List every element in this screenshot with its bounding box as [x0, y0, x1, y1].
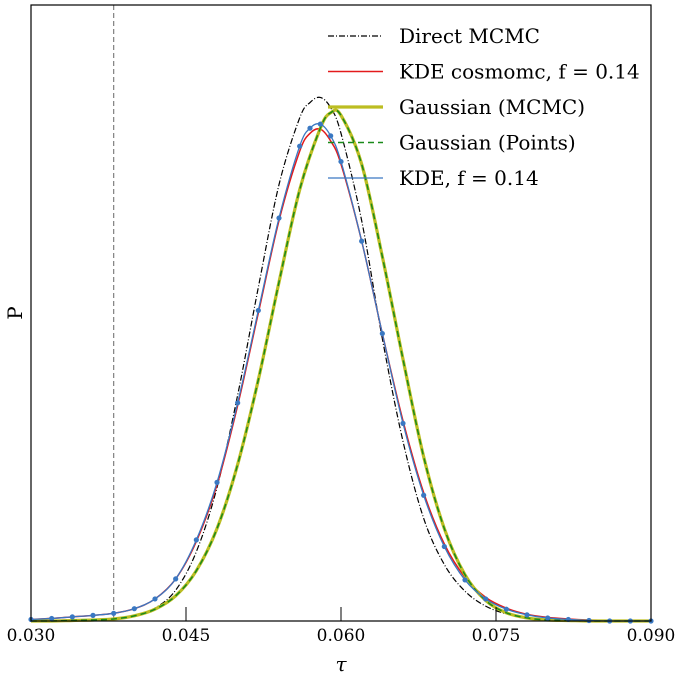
- kde-point: [152, 596, 158, 602]
- legend-label-gaussian-mcmc: Gaussian (MCMC): [399, 95, 585, 119]
- y-axis-label: P: [3, 306, 27, 319]
- kde-point: [276, 215, 282, 221]
- kde-point: [421, 492, 427, 498]
- kde-point: [69, 614, 75, 620]
- kde-point: [255, 307, 261, 314]
- x-tick-label: 0.030: [7, 626, 56, 646]
- kde-point: [503, 606, 509, 612]
- legend-label-kde-f-0-14: KDE, f = 0.14: [399, 166, 539, 190]
- kde-point: [338, 158, 344, 165]
- kde-point: [483, 596, 489, 602]
- legend-label-kde-cosmomc-f-0-14: KDE cosmomc, f = 0.14: [399, 60, 640, 84]
- kde-point: [545, 615, 551, 621]
- kde-point: [524, 612, 530, 618]
- kde-point: [297, 143, 303, 149]
- x-axis-ticks: 0.030 0.045 0.060 0.075 0.090: [7, 607, 676, 646]
- plot-area: [28, 5, 654, 624]
- kde-point: [441, 543, 447, 550]
- kde-point: [49, 615, 55, 622]
- kde-point: [193, 537, 199, 543]
- x-tick-label: 0.045: [162, 626, 211, 646]
- kde-point: [317, 121, 323, 127]
- kde-point: [307, 125, 313, 131]
- kde-point: [400, 420, 406, 426]
- kde-point: [111, 610, 117, 616]
- kde-point: [235, 400, 241, 406]
- kde-point: [173, 576, 179, 582]
- kde-point: [214, 479, 220, 485]
- kde-point: [90, 612, 96, 618]
- kde-point: [328, 133, 334, 139]
- x-tick-label: 0.075: [472, 626, 521, 646]
- x-tick-label: 0.090: [627, 626, 676, 646]
- kde-point: [462, 577, 468, 583]
- series-line-gaussian-points: [30, 109, 651, 622]
- x-tick-label: 0.060: [317, 626, 366, 646]
- legend: Direct MCMC KDE cosmomc, f = 0.14 Gaussian…: [328, 24, 640, 190]
- legend-label-gaussian-points: Gaussian (Points): [399, 131, 576, 155]
- kde-point: [359, 238, 365, 244]
- kde-point: [131, 606, 137, 612]
- legend-label-direct-mcmc: Direct MCMC: [399, 24, 540, 48]
- x-axis-label: τ: [335, 652, 347, 676]
- kde-point: [379, 330, 385, 337]
